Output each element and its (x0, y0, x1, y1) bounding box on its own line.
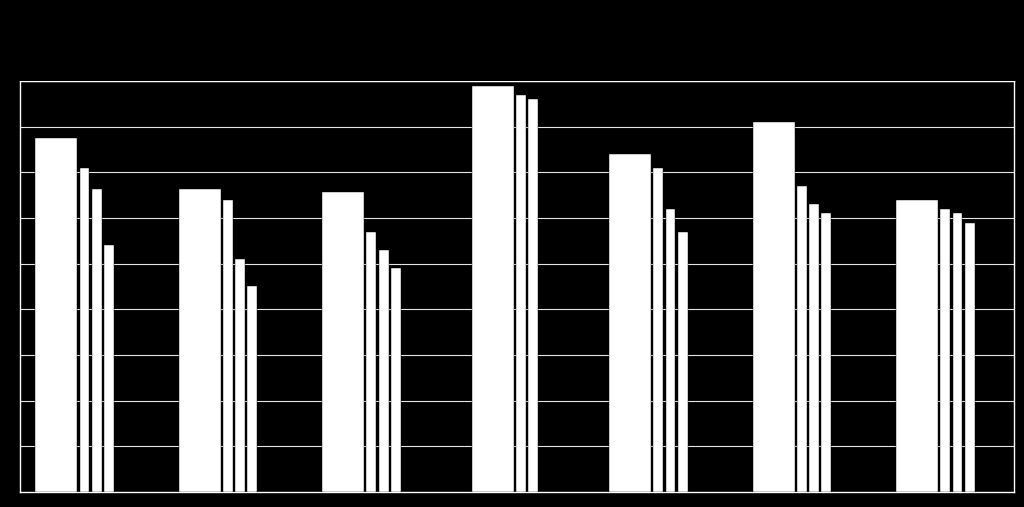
Bar (678, 232, 688, 492)
Bar (653, 168, 664, 492)
Bar (36, 138, 78, 492)
Bar (92, 189, 101, 492)
Bar (367, 232, 377, 492)
Bar (821, 213, 831, 492)
Bar (323, 192, 365, 492)
Bar (797, 186, 807, 492)
Bar (247, 286, 257, 492)
Bar (472, 86, 514, 492)
Bar (952, 213, 963, 492)
Bar (753, 122, 795, 492)
Bar (609, 154, 651, 492)
Bar (965, 223, 975, 492)
Bar (179, 189, 221, 492)
Bar (940, 209, 950, 492)
Bar (809, 204, 819, 492)
Bar (236, 259, 245, 492)
Bar (896, 200, 938, 492)
Bar (80, 168, 89, 492)
Bar (666, 209, 676, 492)
Bar (516, 95, 526, 492)
Bar (528, 99, 538, 492)
Bar (391, 268, 400, 492)
Bar (379, 250, 388, 492)
Bar (223, 200, 232, 492)
Bar (103, 245, 114, 492)
